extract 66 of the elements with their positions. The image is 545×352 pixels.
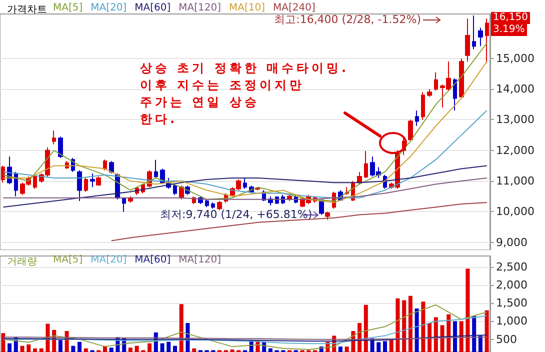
candlestick	[96, 176, 101, 186]
text: 16,150	[491, 12, 530, 24]
annotation: 상승 초기 정확한 매수타이밍. 이후 지수는 조정이지만 주가는 연일 상승 한다.	[140, 60, 350, 128]
line-series	[2, 165, 488, 208]
candlestick	[408, 119, 413, 142]
candlestick	[122, 197, 126, 212]
line-series	[2, 334, 488, 342]
candlestick	[109, 160, 114, 174]
candlestick	[421, 92, 425, 120]
candlestick	[205, 198, 209, 208]
candlestick	[434, 72, 438, 92]
text: MA[20]	[90, 2, 127, 14]
candlestick	[77, 170, 82, 202]
line-series	[2, 315, 488, 344]
y-tick-label: 2,000	[496, 278, 528, 292]
line-series	[2, 177, 488, 200]
candlestick	[52, 130, 56, 145]
text: MA[20]	[90, 254, 127, 266]
candlestick	[485, 18, 489, 64]
chart-title: 가격차트	[7, 4, 47, 16]
y-tick-label: 12,000	[496, 144, 534, 157]
candlestick	[243, 177, 247, 190]
candlestick	[478, 27, 483, 47]
line-series	[2, 110, 488, 198]
text: MA[120]	[178, 254, 222, 266]
text: MA[5]	[53, 254, 83, 266]
candlestick	[58, 136, 63, 159]
text: MA[60]	[134, 2, 171, 14]
candlestick	[453, 78, 457, 112]
candlestick	[154, 159, 158, 178]
y-tick-label: 9,000	[496, 236, 528, 249]
candlestick	[415, 110, 419, 126]
y-tick-label: 2,500	[496, 260, 528, 274]
y-tick-label: 1,000	[496, 314, 528, 328]
candlestick	[364, 150, 368, 178]
y-tick-label: 500	[496, 332, 517, 346]
candlestick	[427, 88, 432, 98]
text: MA[10]	[228, 2, 266, 14]
annotation: 최고:16,400 (2/28, -1.52%)	[274, 13, 421, 26]
candlestick	[84, 177, 88, 192]
line-series	[110, 202, 488, 242]
y-tick-label: 11,000	[496, 174, 534, 188]
candlestick	[217, 200, 222, 211]
candlestick	[33, 174, 37, 190]
candlestick	[179, 185, 184, 200]
candlestick	[325, 211, 330, 220]
text: MA[120]	[178, 2, 222, 14]
text: MA[5]	[53, 2, 83, 14]
text: MA[240]	[272, 2, 316, 14]
candlestick	[14, 171, 18, 197]
candlestick	[465, 18, 470, 62]
candlestick	[103, 159, 107, 171]
text: 3.19%	[491, 24, 527, 36]
candlestick	[90, 172, 95, 188]
chart-title: 거래량	[7, 256, 37, 268]
text: MA[60]	[134, 254, 171, 266]
candlestick	[472, 15, 476, 50]
y-tick-label: 13,000	[496, 113, 534, 126]
annotation: 최저:9,740 (1/24, +65.81%)	[160, 208, 312, 221]
y-tick-label: 15,000	[496, 52, 534, 65]
y-tick-label: 14,000	[496, 82, 534, 96]
candlestick	[173, 184, 177, 196]
candlestick	[211, 202, 215, 210]
y-tick-label: 1,500	[496, 296, 528, 310]
y-tick-label: 10,000	[496, 205, 534, 218]
candlestick	[459, 58, 464, 99]
